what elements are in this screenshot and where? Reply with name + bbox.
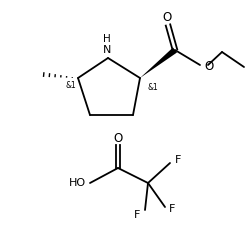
Text: HO: HO xyxy=(69,178,86,188)
Text: H: H xyxy=(103,34,111,44)
Text: N: N xyxy=(103,45,111,55)
Polygon shape xyxy=(140,48,177,78)
Text: &1: &1 xyxy=(65,82,76,90)
Text: O: O xyxy=(204,60,213,73)
Text: &1: &1 xyxy=(148,84,159,93)
Text: O: O xyxy=(113,132,123,145)
Text: F: F xyxy=(134,210,140,220)
Text: F: F xyxy=(175,155,181,165)
Text: F: F xyxy=(169,204,175,214)
Text: O: O xyxy=(162,12,172,24)
